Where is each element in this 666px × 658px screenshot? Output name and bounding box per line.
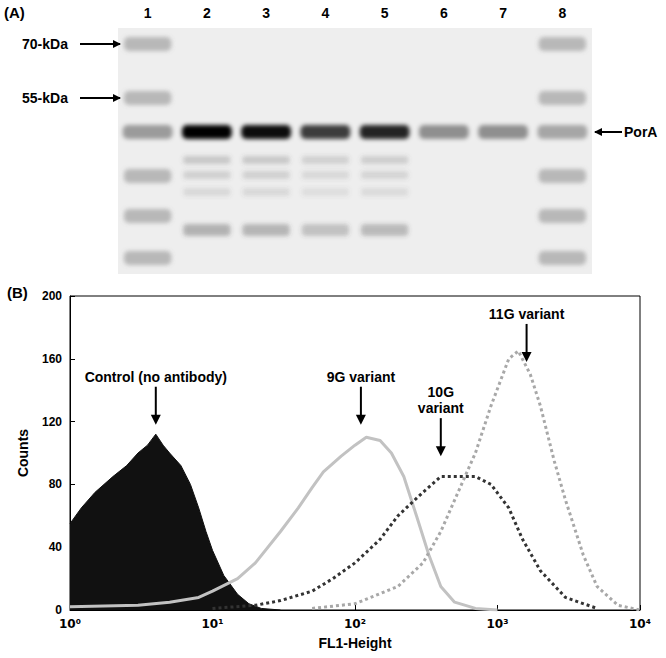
svg-text:Control (no antibody): Control (no antibody) xyxy=(85,369,227,385)
svg-text:9G variant: 9G variant xyxy=(327,369,396,385)
svg-text:10⁴: 10⁴ xyxy=(629,617,651,631)
svg-text:10⁰: 10⁰ xyxy=(59,617,81,631)
svg-text:6: 6 xyxy=(440,5,448,21)
svg-text:0: 0 xyxy=(55,603,62,617)
svg-text:10G: 10G xyxy=(428,384,455,400)
svg-text:10³: 10³ xyxy=(487,617,509,631)
svg-text:80: 80 xyxy=(49,477,63,491)
svg-text:10¹: 10¹ xyxy=(202,617,224,631)
svg-text:5: 5 xyxy=(381,5,389,21)
svg-text:2: 2 xyxy=(203,5,211,21)
svg-text:55-kDa: 55-kDa xyxy=(22,90,68,106)
svg-text:7: 7 xyxy=(499,5,507,21)
svg-text:160: 160 xyxy=(42,352,62,366)
svg-text:FL1-Height: FL1-Height xyxy=(318,635,391,651)
svg-text:11G variant: 11G variant xyxy=(489,306,565,322)
svg-text:PorA: PorA xyxy=(624,124,657,140)
svg-text:200: 200 xyxy=(42,289,62,303)
svg-text:Counts: Counts xyxy=(15,429,31,477)
svg-text:(B): (B) xyxy=(7,284,28,301)
svg-text:1: 1 xyxy=(144,5,152,21)
svg-text:70-kDa: 70-kDa xyxy=(22,36,68,52)
svg-text:8: 8 xyxy=(558,5,566,21)
svg-text:variant: variant xyxy=(418,400,464,416)
svg-text:4: 4 xyxy=(321,5,329,21)
svg-text:120: 120 xyxy=(42,415,62,429)
svg-text:10²: 10² xyxy=(344,617,366,631)
svg-text:40: 40 xyxy=(49,540,63,554)
svg-text:3: 3 xyxy=(262,5,270,21)
svg-text:(A): (A) xyxy=(4,4,25,21)
